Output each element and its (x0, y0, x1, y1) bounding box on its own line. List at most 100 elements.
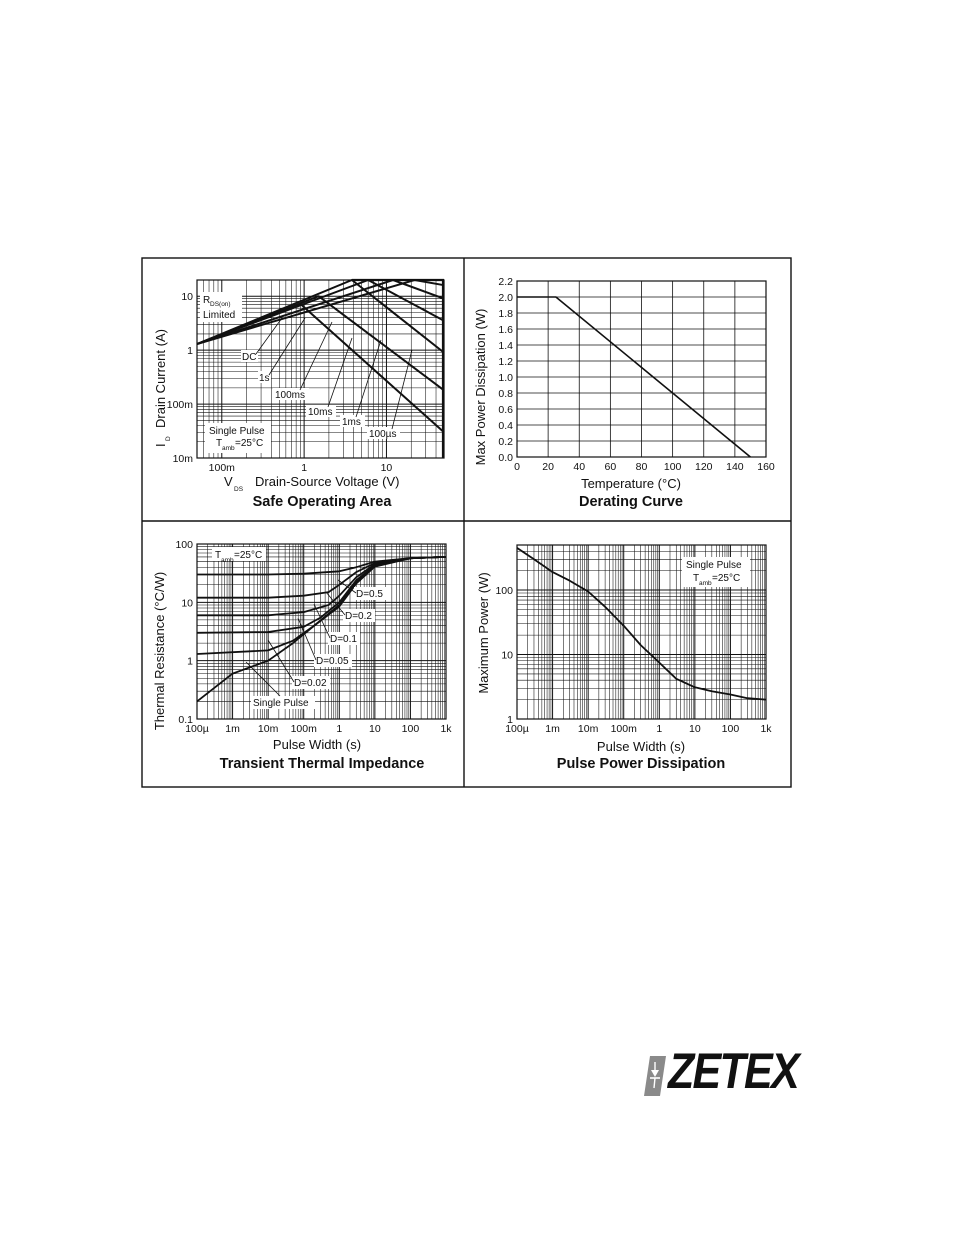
soa-label-100ms: 100ms (275, 390, 305, 401)
tti-plot-frame (196, 543, 447, 720)
ppd-tamb-value: =25°C (712, 573, 740, 584)
tti-label-d01: D=0.1 (330, 634, 357, 645)
tti-tick-labels: 100µ 1m 10m 100m 1 10 100 1k 0.1 1 10 100 (175, 539, 452, 735)
soa-single-pulse: Single Pulse (209, 426, 265, 437)
ppd-xtick-label: 1 (656, 723, 662, 735)
ppd-xlabel: Pulse Width (s) (597, 739, 685, 754)
ppd-tick-labels: 100µ 1m 10m 100m 1 10 100 1k 1 10 100 (495, 585, 772, 735)
tti-xtick-label: 1 (336, 723, 342, 735)
der-xtick-label: 0 (514, 461, 520, 473)
tti-xtick-label: 100 (402, 723, 420, 735)
tti-tamb-bg (212, 547, 266, 561)
soa-leader-dc (255, 317, 283, 355)
tti-curves (196, 556, 447, 703)
soa-rds-sub: DS(on) (210, 301, 231, 308)
soa-ytick-label: 10 (181, 291, 193, 303)
soa-label-100us: 100µs (369, 429, 396, 440)
tti-label-single: Single Pulse (253, 698, 309, 709)
der-xtick-label: 120 (695, 461, 713, 473)
soa-1s-label-bg (258, 371, 271, 383)
derating-grid (516, 280, 767, 458)
tti-ylabel: Thermal Resistance (°C/W) (152, 572, 167, 730)
der-series-line-0 (517, 296, 751, 458)
ppd-title: Pulse Power Dissipation (557, 756, 725, 772)
der-xtick-label: 20 (542, 461, 554, 473)
zetex-logo-text: ZETEX (668, 1043, 800, 1099)
tti-tamb-symbol: T (215, 550, 221, 561)
soa-xlabel: Drain-Source Voltage (V) (255, 474, 400, 489)
tti-xlabel: Pulse Width (s) (273, 737, 361, 752)
soa-label-10ms: 10ms (308, 407, 332, 418)
ppd-ylabel: Maximum Power (W) (476, 572, 491, 693)
der-ytick-label: 1.6 (498, 324, 513, 336)
ppd-series-line-0 (516, 547, 767, 701)
derating-tick-labels: 0 20 40 60 80 100 120 140 160 0.0 0.2 0.4 0.6 0.8 1.0 1… (498, 276, 775, 473)
der-ytick-label: 0.6 (498, 404, 513, 416)
tti-label-d05: D=0.5 (356, 589, 383, 600)
ppd-xtick-label: 100m (611, 723, 638, 735)
derating-ylabel: Max Power Dissipation (W) (473, 309, 488, 466)
ppd-ytick-label: 1 (507, 714, 513, 726)
tti-xtick-label: 1k (440, 723, 452, 735)
derating-curves (517, 296, 751, 458)
ppd-xtick-label: 10m (578, 723, 599, 735)
der-ytick-label: 0.8 (498, 388, 513, 400)
ppd-plot-frame (516, 544, 767, 720)
soa-100us-label-bg (367, 427, 400, 439)
soa-ytick-label: 100m (167, 399, 194, 411)
der-xtick-label: 80 (636, 461, 648, 473)
tti-ytick-label: 0.1 (178, 714, 193, 726)
tti-xtick-label: 100µ (185, 723, 209, 735)
zetex-diode-mark-icon (644, 1056, 666, 1096)
tti-d01-bg (328, 632, 360, 645)
tti-leader-single (245, 661, 281, 697)
soa-leader-1s (268, 317, 306, 376)
soa-title: Safe Operating Area (253, 494, 393, 510)
ppd-ytick-label: 100 (495, 585, 513, 597)
derating-title: Derating Curve (579, 494, 683, 510)
tti-label-d002: D=0.02 (294, 678, 327, 689)
soa-tamb-symbol: T (216, 438, 222, 449)
der-xtick-label: 160 (757, 461, 775, 473)
tti-d02-bg (343, 609, 375, 622)
der-ytick-label: 1.4 (498, 340, 513, 352)
tti-ytick-label: 10 (181, 597, 193, 609)
soa-1ms-label-bg (340, 415, 365, 427)
soa-xlabel-sub: DS (234, 486, 244, 493)
soa-ylabel-symbol: I (153, 443, 168, 447)
der-ytick-label: 0.4 (498, 420, 513, 432)
soa-rds-symbol: R (203, 295, 210, 306)
der-ytick-label: 2.2 (498, 276, 513, 288)
tti-d005-bg (314, 654, 352, 667)
soa-leader-100ms (299, 321, 333, 391)
soa-xtick-label: 1 (301, 462, 307, 474)
soa-ylabel-sub: D (165, 436, 172, 441)
soa-leader-1ms (355, 339, 382, 418)
soa-ylabel: Drain Current (A) (153, 329, 168, 428)
tti-tamb-value: =25°C (234, 550, 262, 561)
soa-tamb-sub: amb (222, 445, 235, 452)
soa-label-1ms: 1ms (342, 417, 361, 428)
tti-leader-d005 (297, 617, 317, 661)
der-ytick-label: 1.2 (498, 356, 513, 368)
soa-leader-100us (391, 349, 413, 430)
der-ytick-label: 1.0 (498, 372, 513, 384)
der-ytick-label: 1.8 (498, 308, 513, 320)
tti-leader-d05 (337, 579, 357, 594)
soa-10ms-label-bg (306, 405, 336, 417)
ppd-grid (516, 544, 767, 720)
pulse-power-dissipation-chart: 100µ 1m 10m 100m 1 10 100 1k 1 10 100 Single Pulse… (476, 544, 772, 772)
derating-curve-chart: 0 20 40 60 80 100 120 140 160 0.0 0.2 0.4 0.6 0.8 1.0 1… (473, 276, 775, 510)
tti-label-d02: D=0.2 (345, 611, 372, 622)
derating-plot-frame (516, 280, 767, 458)
der-xtick-label: 140 (726, 461, 744, 473)
figure-frame (141, 257, 792, 788)
soa-ytick-label: 10m (173, 453, 194, 465)
soa-ytick-label: 1 (187, 345, 193, 357)
soa-xlabel-symbol: V (224, 474, 233, 489)
tti-leader-d01 (313, 603, 331, 639)
ppd-ytick-label: 10 (501, 650, 513, 662)
ppd-xtick-label: 1k (760, 723, 772, 735)
soa-curves (196, 278, 445, 458)
